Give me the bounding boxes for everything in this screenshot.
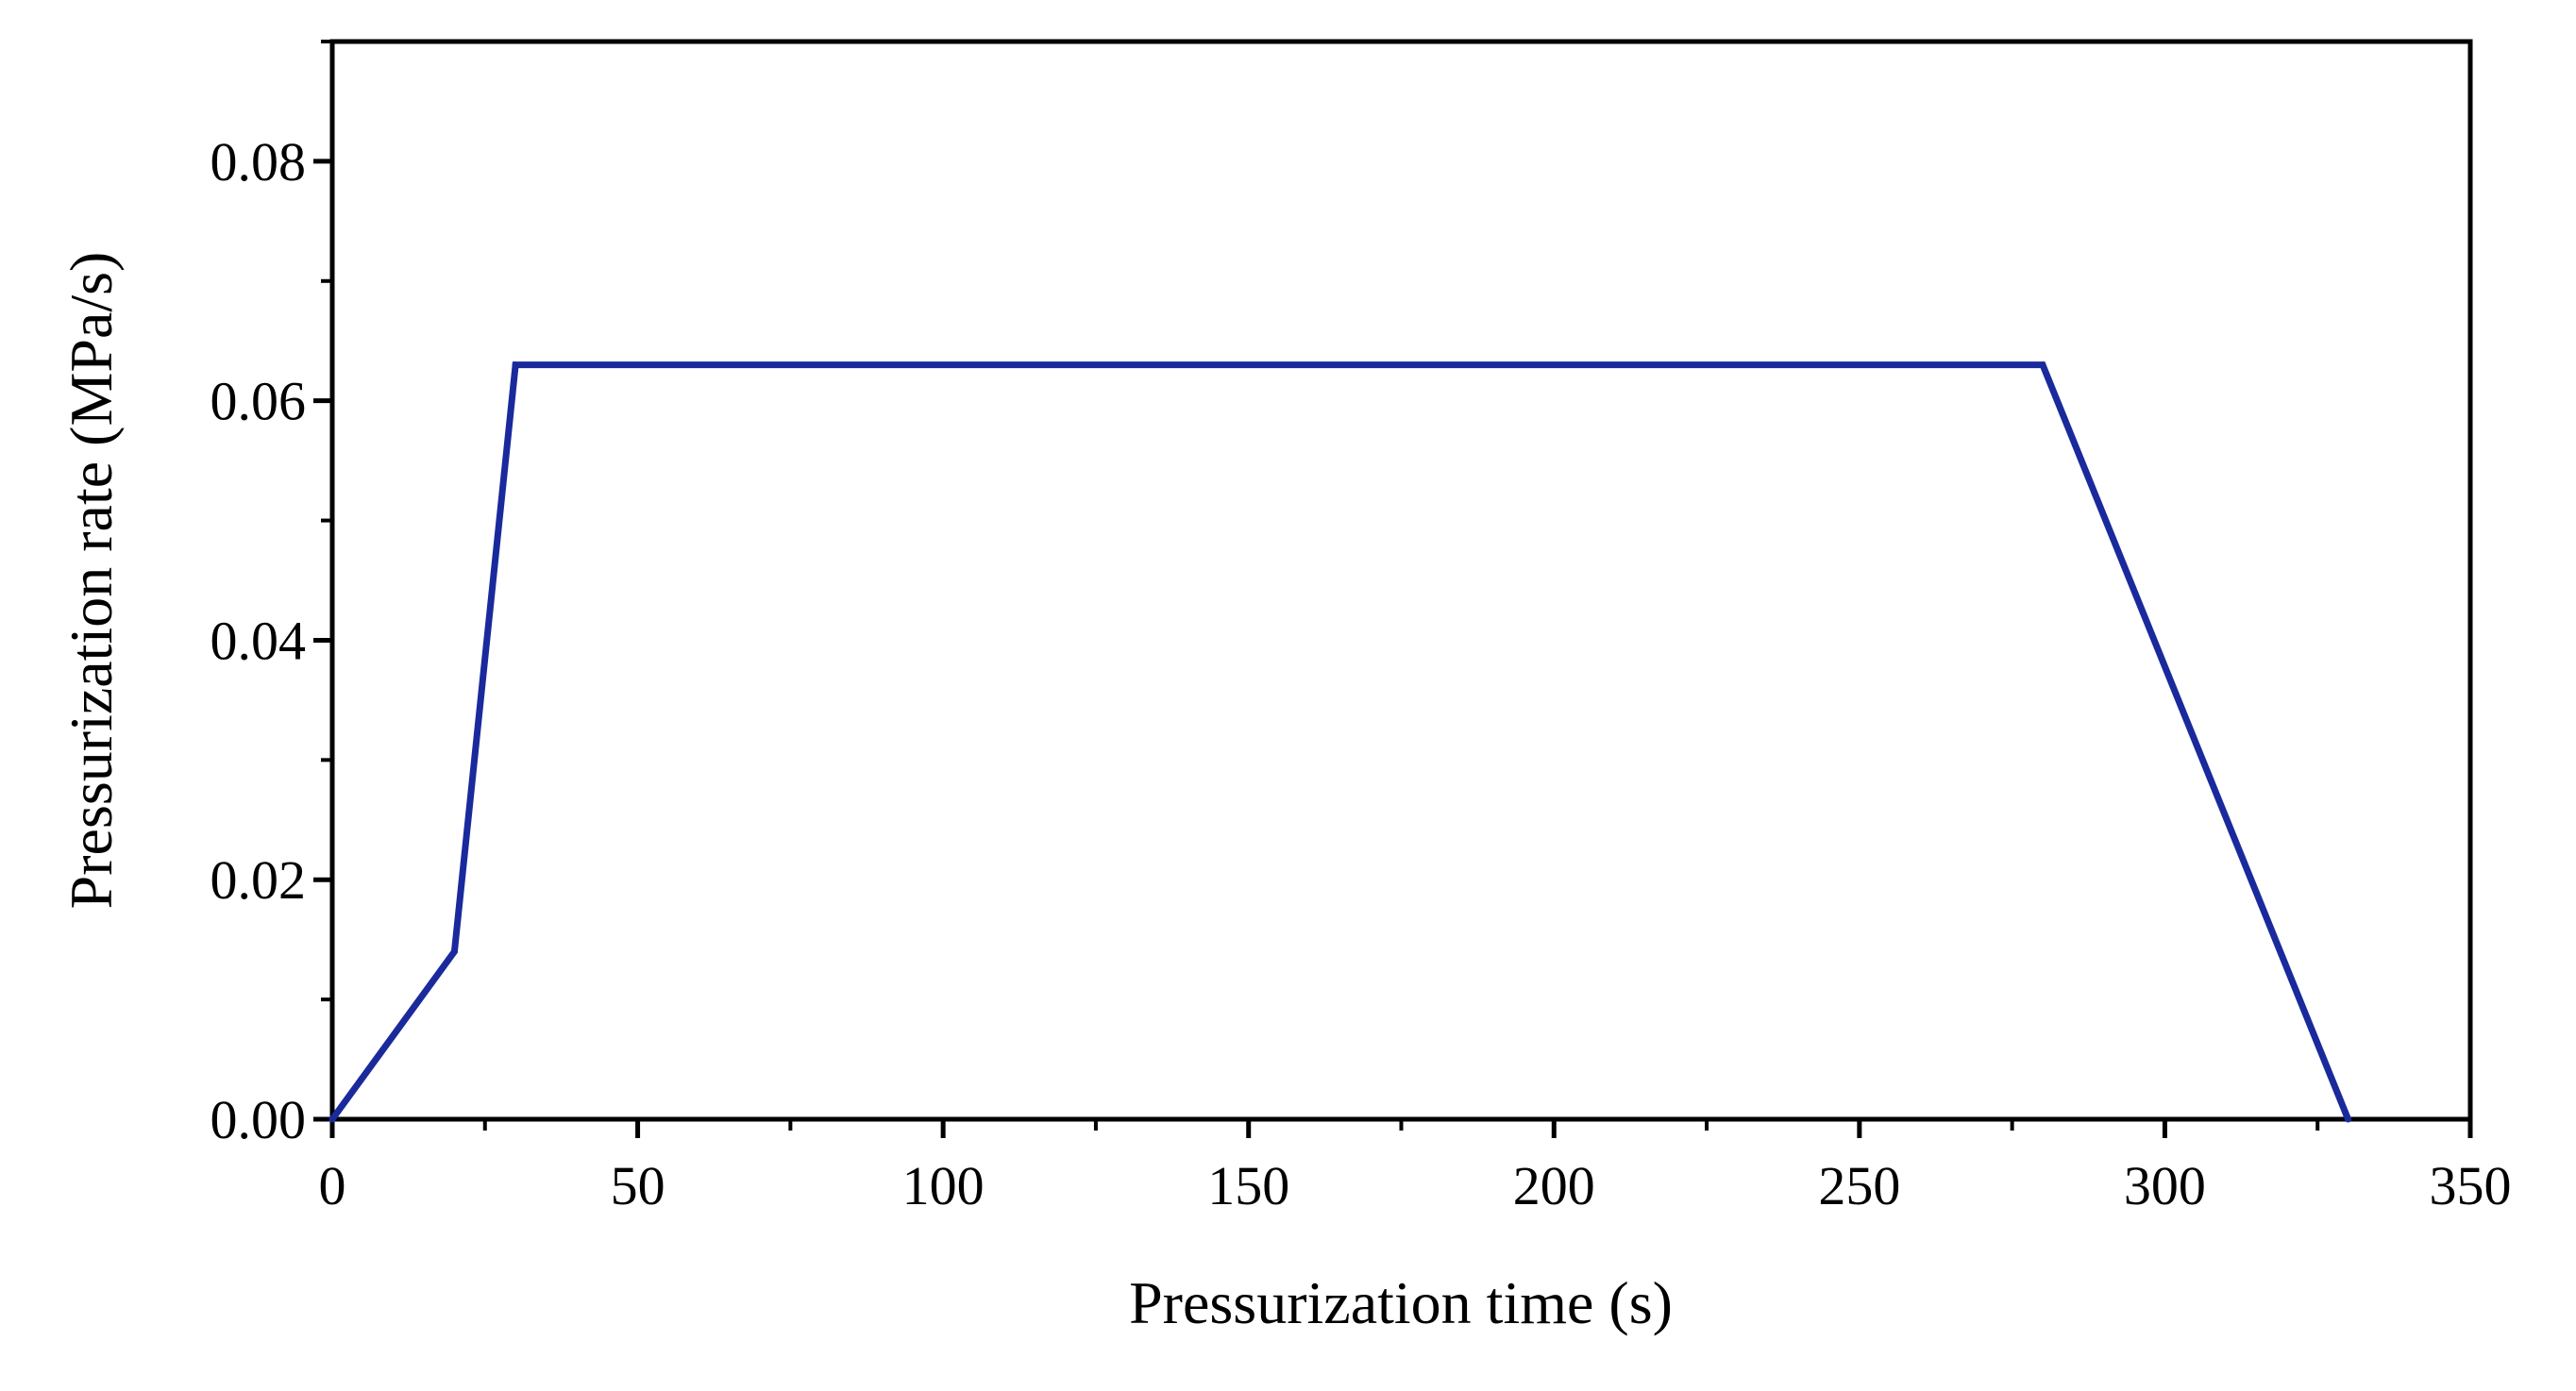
x-axis-title: Pressurization time (s) (1129, 1269, 1673, 1336)
data-point (2039, 361, 2046, 369)
x-tick-label: 250 (1818, 1155, 1900, 1216)
x-axis-ticks: 0 50 100 150 200 250 300 350 (319, 1119, 2512, 1216)
data-point (328, 1115, 336, 1123)
y-tick-label: 0.08 (210, 131, 307, 193)
y-axis-title: Pressurization rate (MPa/s) (58, 252, 125, 910)
x-tick-label: 0 (319, 1155, 346, 1216)
data-point (450, 947, 458, 955)
y-axis-ticks: 0.00 0.02 0.04 0.06 0.08 (210, 40, 332, 1150)
y-tick-label: 0.04 (210, 610, 307, 671)
y-tick-label: 0.06 (210, 371, 307, 432)
data-point (512, 361, 519, 369)
x-tick-label: 100 (902, 1155, 985, 1216)
y-tick-label: 0.02 (210, 849, 307, 911)
series-line (329, 361, 2351, 1122)
series-layer (328, 361, 2352, 1123)
plot-frame (329, 39, 2473, 1122)
x-tick-label: 50 (611, 1155, 665, 1216)
x-tick-label: 150 (1207, 1155, 1289, 1216)
x-tick-label: 350 (2430, 1155, 2512, 1216)
y-tick-label: 0.00 (210, 1089, 307, 1150)
x-tick-label: 200 (1513, 1155, 1595, 1216)
data-point (2345, 1115, 2352, 1123)
x-tick-label: 300 (2124, 1155, 2206, 1216)
